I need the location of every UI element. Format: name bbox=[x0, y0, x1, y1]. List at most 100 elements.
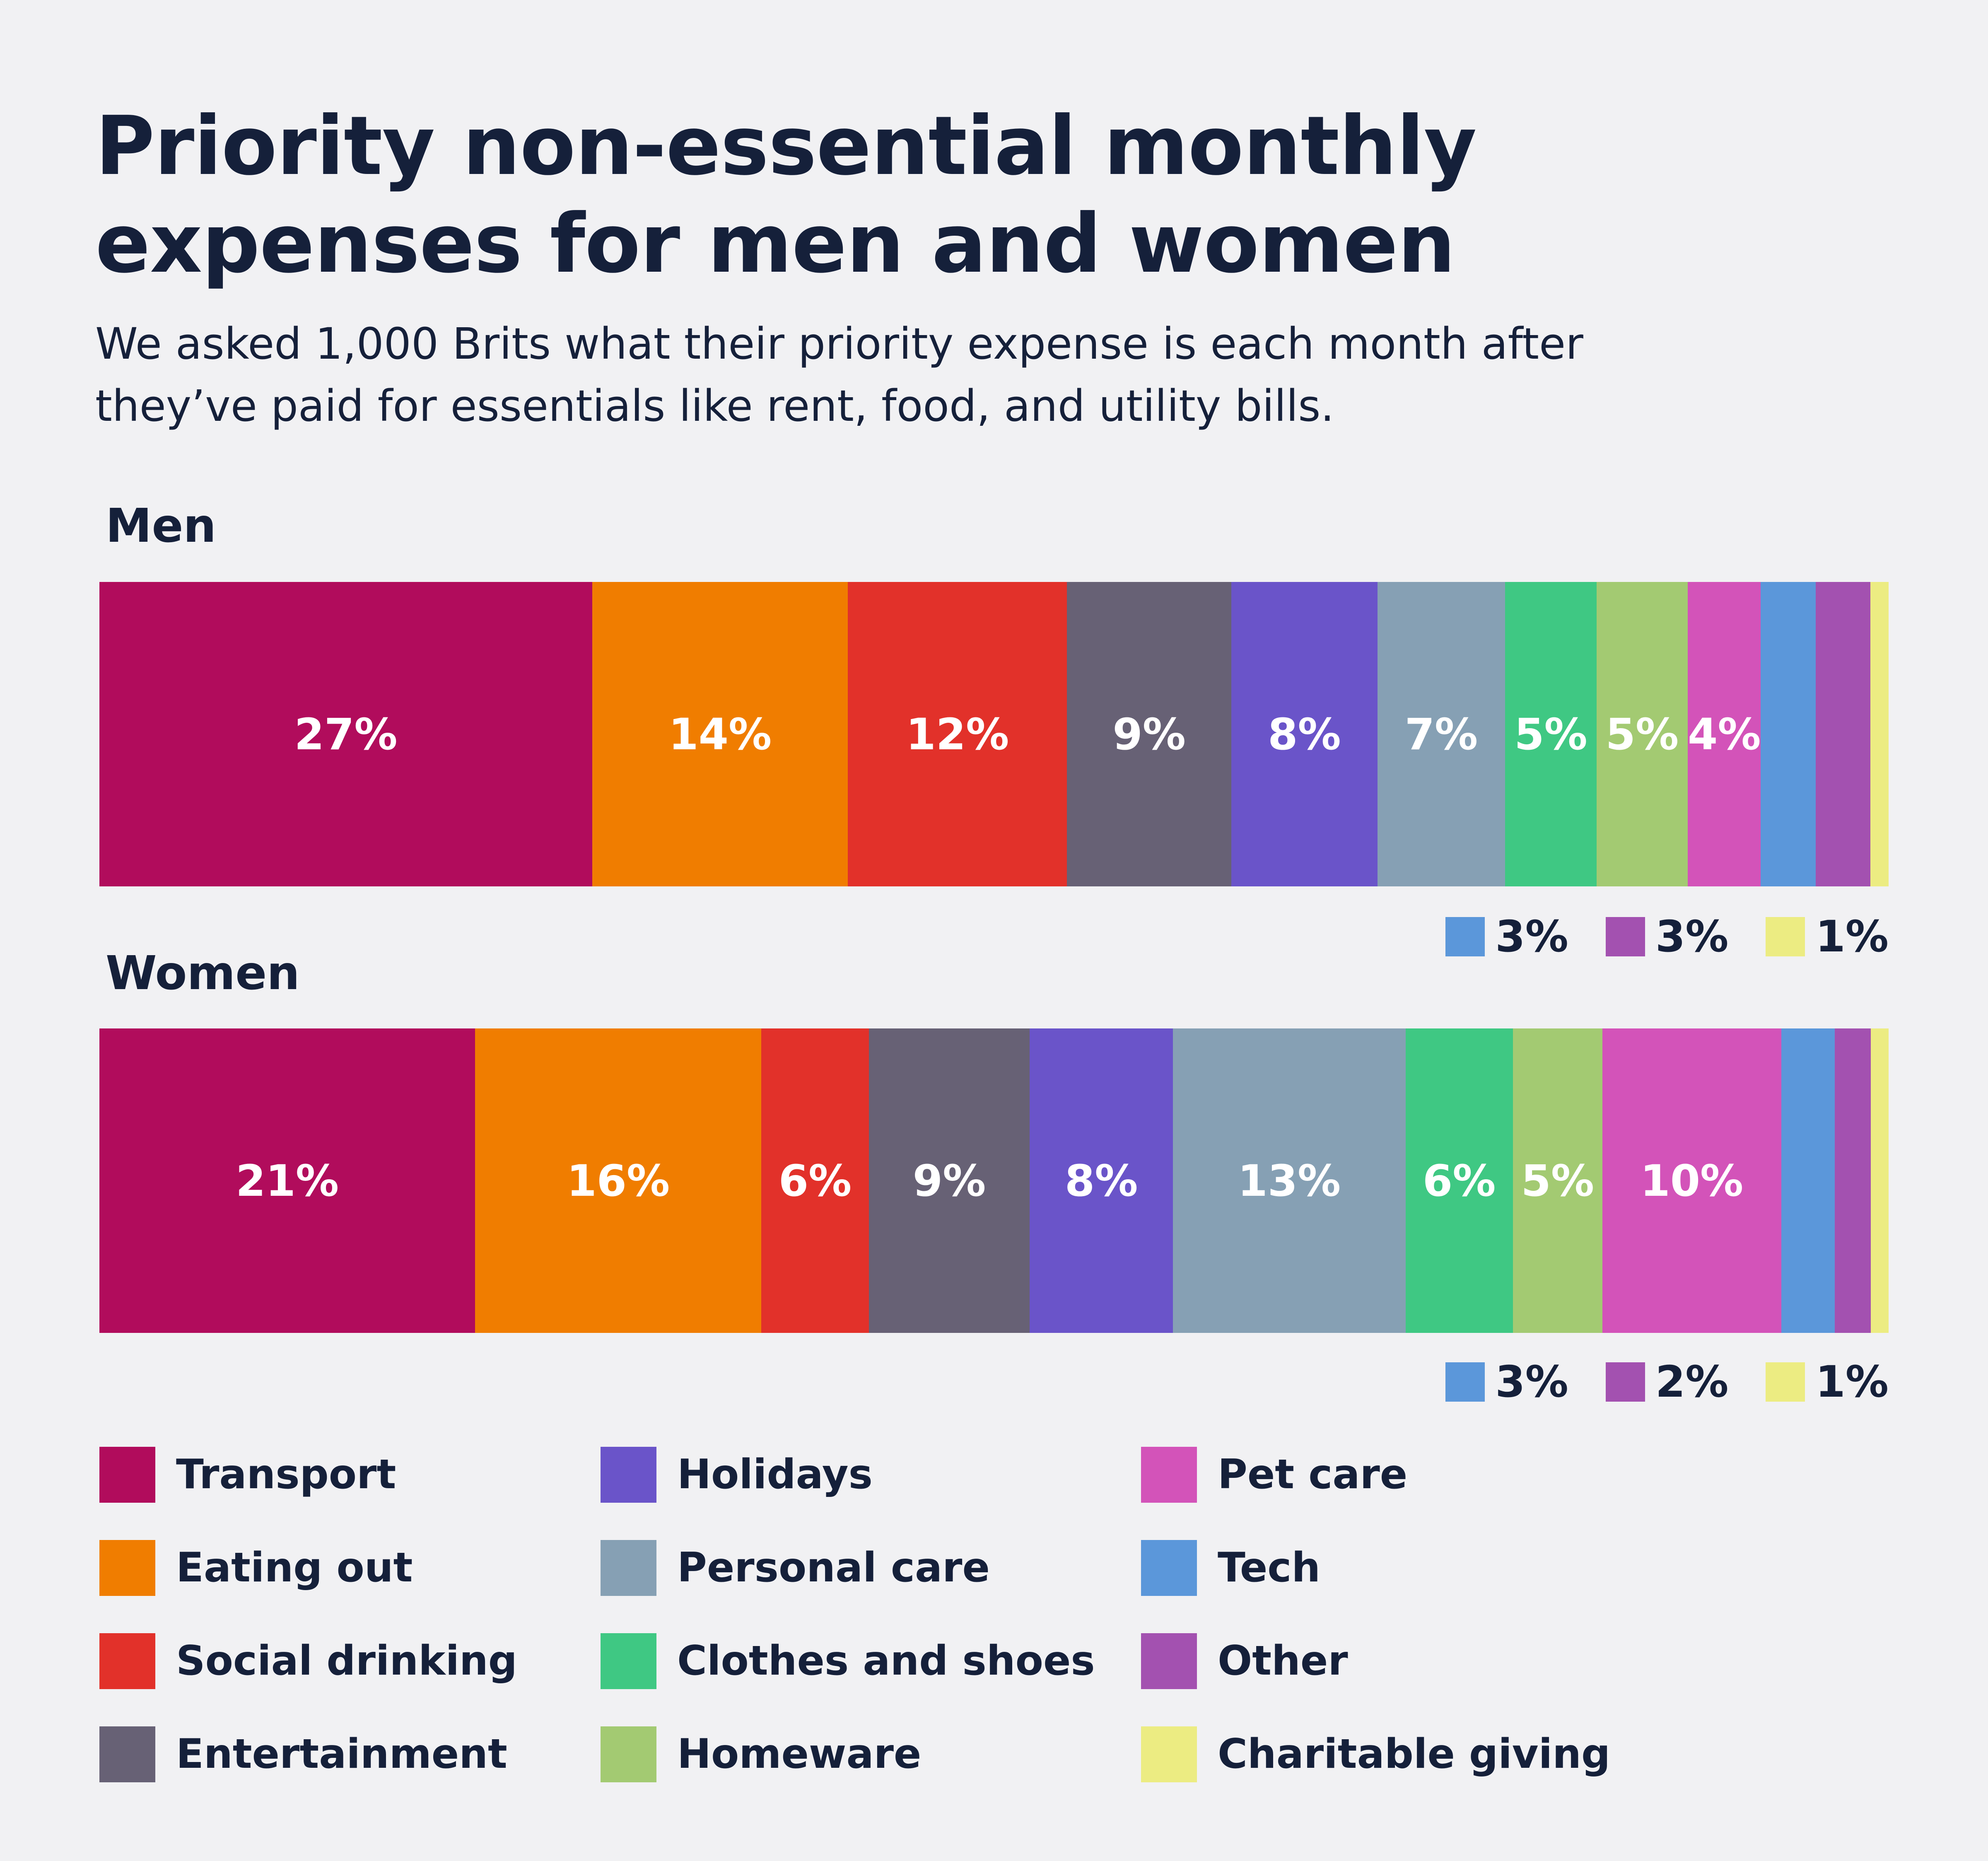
callout-tech: 3% bbox=[1445, 1357, 1568, 1407]
callout-value: 3% bbox=[1655, 911, 1729, 962]
legend-label: Holidays bbox=[677, 1451, 873, 1498]
men-stacked-bar: 27% 14% 12% 9% 8% 7% 5% 5% 4% bbox=[99, 582, 1889, 886]
women-segment-entertainment: 9% bbox=[869, 1028, 1030, 1333]
men-segment-entertainment: 9% bbox=[1067, 582, 1232, 886]
chart-subtitle: We asked 1,000 Brits what their priority… bbox=[95, 319, 1583, 431]
legend-swatch bbox=[1141, 1540, 1197, 1596]
segment-value-label: 21% bbox=[236, 1155, 339, 1206]
callout-value: 3% bbox=[1495, 1357, 1568, 1407]
legend-item-charitable-giving: Charitable giving bbox=[1141, 1725, 1721, 1783]
callout-other: 2% bbox=[1605, 1357, 1729, 1407]
men-segment-social-drinking: 12% bbox=[848, 582, 1067, 886]
legend-item-tech: Tech bbox=[1141, 1539, 1721, 1597]
legend-label: Pet care bbox=[1218, 1451, 1408, 1498]
chart-legend: Transport Eating out Social drinking Entert… bbox=[99, 1446, 1889, 1798]
legend-swatch bbox=[601, 1446, 656, 1503]
callout-swatch bbox=[1445, 917, 1485, 956]
callout-tech: 3% bbox=[1445, 911, 1568, 962]
women-segment-personal-care: 13% bbox=[1173, 1028, 1406, 1333]
legend-swatch bbox=[99, 1446, 155, 1503]
women-segment-social-drinking: 6% bbox=[761, 1028, 869, 1333]
chart-title: Priority non-essential monthly expenses … bbox=[95, 99, 1477, 291]
segment-value-label: 5% bbox=[1514, 709, 1588, 760]
legend-label: Social drinking bbox=[176, 1637, 517, 1685]
men-small-segment-callouts: 3% 3% 1% bbox=[1408, 911, 1889, 962]
women-segment-pet-care: 10% bbox=[1602, 1028, 1781, 1333]
callout-swatch bbox=[1766, 917, 1805, 956]
legend-swatch bbox=[601, 1540, 656, 1596]
women-segment-holidays: 8% bbox=[1030, 1028, 1173, 1333]
segment-value-label: 4% bbox=[1687, 709, 1761, 760]
women-segment-eating-out: 16% bbox=[475, 1028, 762, 1333]
legend-label: Eating out bbox=[176, 1544, 413, 1591]
callout-swatch bbox=[1445, 1362, 1485, 1402]
women-segment-homeware: 5% bbox=[1513, 1028, 1602, 1333]
legend-swatch bbox=[99, 1726, 155, 1782]
segment-value-label: 5% bbox=[1605, 709, 1679, 760]
series-label-women: Women bbox=[106, 946, 300, 1000]
segment-value-label: 12% bbox=[906, 709, 1009, 760]
callout-swatch bbox=[1766, 1362, 1805, 1402]
legend-swatch bbox=[1141, 1633, 1197, 1689]
men-segment-personal-care: 7% bbox=[1377, 582, 1505, 886]
segment-value-label: 16% bbox=[567, 1155, 670, 1206]
series-label-men: Men bbox=[106, 499, 217, 553]
women-segment-transport: 21% bbox=[99, 1028, 475, 1333]
women-small-segment-callouts: 3% 2% 1% bbox=[1408, 1357, 1889, 1407]
legend-item-personal-care: Personal care bbox=[601, 1539, 1141, 1597]
legend-label: Charitable giving bbox=[1218, 1731, 1611, 1778]
legend-item-pet-care: Pet care bbox=[1141, 1446, 1721, 1504]
segment-value-label: 6% bbox=[778, 1155, 852, 1206]
legend-swatch bbox=[1141, 1726, 1197, 1782]
women-segment-tech bbox=[1781, 1028, 1835, 1333]
legend-item-clothes-and-shoes: Clothes and shoes bbox=[601, 1632, 1141, 1690]
legend-label: Personal care bbox=[677, 1544, 990, 1591]
women-stacked-bar: 21% 16% 6% 9% 8% 13% 6% 5% 10% bbox=[99, 1028, 1889, 1333]
women-segment-other bbox=[1835, 1028, 1871, 1333]
legend-label: Other bbox=[1218, 1637, 1348, 1685]
segment-value-label: 9% bbox=[912, 1155, 986, 1206]
men-segment-charitable-giving bbox=[1870, 582, 1889, 886]
legend-swatch bbox=[1141, 1446, 1197, 1503]
legend-swatch bbox=[601, 1726, 656, 1782]
callout-swatch bbox=[1605, 1362, 1645, 1402]
legend-label: Clothes and shoes bbox=[677, 1637, 1095, 1685]
legend-label: Homeware bbox=[677, 1731, 922, 1778]
callout-charitable-giving: 1% bbox=[1766, 1357, 1889, 1407]
callout-value: 3% bbox=[1495, 911, 1568, 962]
men-segment-holidays: 8% bbox=[1231, 582, 1378, 886]
legend-label: Transport bbox=[176, 1451, 396, 1498]
legend-label: Entertainment bbox=[176, 1731, 507, 1778]
legend-item-social-drinking: Social drinking bbox=[99, 1632, 601, 1690]
men-segment-eating-out: 14% bbox=[592, 582, 848, 886]
callout-value: 2% bbox=[1655, 1357, 1729, 1407]
segment-value-label: 27% bbox=[294, 709, 398, 760]
men-segment-other bbox=[1815, 582, 1870, 886]
segment-value-label: 14% bbox=[668, 709, 772, 760]
segment-value-label: 9% bbox=[1112, 709, 1186, 760]
segment-value-label: 8% bbox=[1268, 709, 1341, 760]
women-segment-charitable-giving bbox=[1870, 1028, 1889, 1333]
segment-value-label: 8% bbox=[1064, 1155, 1138, 1206]
segment-value-label: 5% bbox=[1521, 1155, 1595, 1206]
men-segment-transport: 27% bbox=[99, 582, 593, 886]
men-segment-tech bbox=[1761, 582, 1816, 886]
men-segment-homeware: 5% bbox=[1596, 582, 1688, 886]
segment-value-label: 10% bbox=[1640, 1155, 1744, 1206]
callout-charitable-giving: 1% bbox=[1766, 911, 1889, 962]
callout-value: 1% bbox=[1815, 911, 1889, 962]
legend-label: Tech bbox=[1218, 1544, 1321, 1591]
legend-item-transport: Transport bbox=[99, 1446, 601, 1504]
legend-item-eating-out: Eating out bbox=[99, 1539, 601, 1597]
legend-item-holidays: Holidays bbox=[601, 1446, 1141, 1504]
callout-swatch bbox=[1605, 917, 1645, 956]
legend-item-homeware: Homeware bbox=[601, 1725, 1141, 1783]
callout-value: 1% bbox=[1815, 1357, 1889, 1407]
men-segment-pet-care: 4% bbox=[1688, 582, 1761, 886]
legend-item-entertainment: Entertainment bbox=[99, 1725, 601, 1783]
segment-value-label: 6% bbox=[1422, 1155, 1496, 1206]
women-segment-clothes-and-shoes: 6% bbox=[1405, 1028, 1513, 1333]
legend-item-other: Other bbox=[1141, 1632, 1721, 1690]
segment-value-label: 7% bbox=[1404, 709, 1478, 760]
legend-swatch bbox=[99, 1633, 155, 1689]
